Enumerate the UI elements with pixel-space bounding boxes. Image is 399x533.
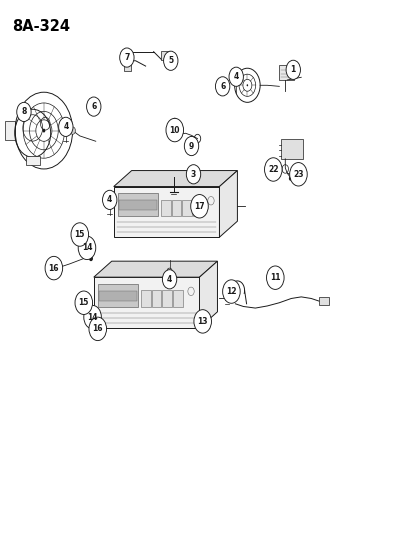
Circle shape: [89, 311, 93, 315]
Circle shape: [267, 266, 284, 289]
FancyBboxPatch shape: [98, 284, 138, 306]
Text: 16: 16: [49, 264, 59, 272]
Text: 4: 4: [233, 72, 239, 81]
Circle shape: [42, 128, 45, 133]
Circle shape: [247, 84, 248, 86]
FancyBboxPatch shape: [182, 200, 192, 216]
Circle shape: [45, 256, 63, 280]
FancyBboxPatch shape: [172, 200, 182, 216]
Circle shape: [87, 97, 101, 116]
FancyBboxPatch shape: [319, 297, 329, 305]
Polygon shape: [94, 277, 200, 328]
Circle shape: [88, 309, 94, 317]
Circle shape: [290, 163, 307, 186]
FancyBboxPatch shape: [193, 200, 203, 216]
Text: 4: 4: [63, 123, 69, 131]
Text: 1: 1: [290, 66, 296, 74]
FancyBboxPatch shape: [5, 121, 15, 140]
Circle shape: [289, 176, 292, 181]
FancyBboxPatch shape: [119, 200, 157, 210]
Text: 13: 13: [198, 317, 208, 326]
Text: 14: 14: [82, 244, 92, 252]
Circle shape: [70, 127, 75, 134]
FancyBboxPatch shape: [118, 193, 158, 216]
Circle shape: [103, 190, 117, 209]
FancyBboxPatch shape: [279, 65, 294, 80]
Polygon shape: [219, 171, 237, 237]
Circle shape: [78, 236, 96, 260]
FancyBboxPatch shape: [281, 139, 303, 159]
FancyBboxPatch shape: [162, 290, 172, 306]
Text: 8: 8: [21, 108, 27, 116]
Circle shape: [78, 229, 81, 233]
Text: 11: 11: [270, 273, 280, 282]
Polygon shape: [114, 187, 219, 237]
Circle shape: [164, 51, 178, 70]
Circle shape: [77, 227, 83, 235]
FancyBboxPatch shape: [26, 156, 40, 165]
Text: 10: 10: [170, 126, 180, 134]
Polygon shape: [200, 261, 217, 328]
Circle shape: [215, 77, 230, 96]
Circle shape: [229, 67, 243, 86]
Circle shape: [89, 317, 107, 341]
FancyBboxPatch shape: [161, 51, 170, 60]
FancyBboxPatch shape: [161, 200, 171, 216]
Circle shape: [84, 240, 90, 248]
Circle shape: [85, 242, 89, 246]
Text: 4: 4: [107, 196, 113, 204]
Circle shape: [166, 118, 184, 142]
Text: 17: 17: [194, 202, 205, 211]
Circle shape: [59, 117, 73, 136]
Text: 9: 9: [189, 142, 194, 150]
Text: 15: 15: [75, 230, 85, 239]
Circle shape: [71, 223, 89, 246]
Circle shape: [162, 270, 177, 289]
Circle shape: [89, 256, 93, 261]
Text: 4: 4: [167, 275, 172, 284]
FancyBboxPatch shape: [141, 290, 151, 306]
Circle shape: [172, 118, 177, 124]
Circle shape: [286, 60, 300, 79]
Text: 3: 3: [191, 170, 196, 179]
Text: 7: 7: [124, 53, 130, 62]
Text: 23: 23: [293, 170, 304, 179]
Circle shape: [186, 165, 201, 184]
Text: 6: 6: [220, 82, 225, 91]
Circle shape: [223, 280, 240, 303]
Circle shape: [120, 48, 134, 67]
Circle shape: [184, 136, 199, 156]
Text: 14: 14: [87, 313, 98, 321]
FancyBboxPatch shape: [173, 290, 183, 306]
Circle shape: [194, 310, 211, 333]
Circle shape: [191, 195, 208, 218]
Text: 6: 6: [91, 102, 97, 111]
Text: 15: 15: [79, 298, 89, 307]
Polygon shape: [94, 261, 217, 277]
Text: 22: 22: [268, 165, 279, 174]
FancyBboxPatch shape: [99, 290, 137, 301]
FancyBboxPatch shape: [152, 290, 162, 306]
Text: 12: 12: [226, 287, 237, 296]
Circle shape: [84, 305, 101, 329]
Circle shape: [81, 295, 87, 304]
Circle shape: [17, 102, 31, 122]
Text: 16: 16: [93, 325, 103, 333]
Polygon shape: [114, 171, 237, 187]
Circle shape: [82, 297, 85, 302]
Circle shape: [75, 291, 93, 314]
Circle shape: [265, 158, 282, 181]
Text: 8A-324: 8A-324: [12, 19, 70, 34]
FancyBboxPatch shape: [124, 59, 131, 71]
Text: 5: 5: [168, 56, 173, 65]
